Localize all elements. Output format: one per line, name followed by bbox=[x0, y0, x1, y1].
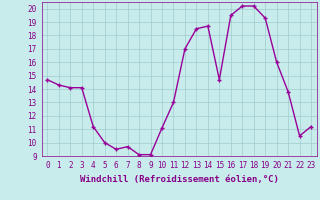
X-axis label: Windchill (Refroidissement éolien,°C): Windchill (Refroidissement éolien,°C) bbox=[80, 175, 279, 184]
